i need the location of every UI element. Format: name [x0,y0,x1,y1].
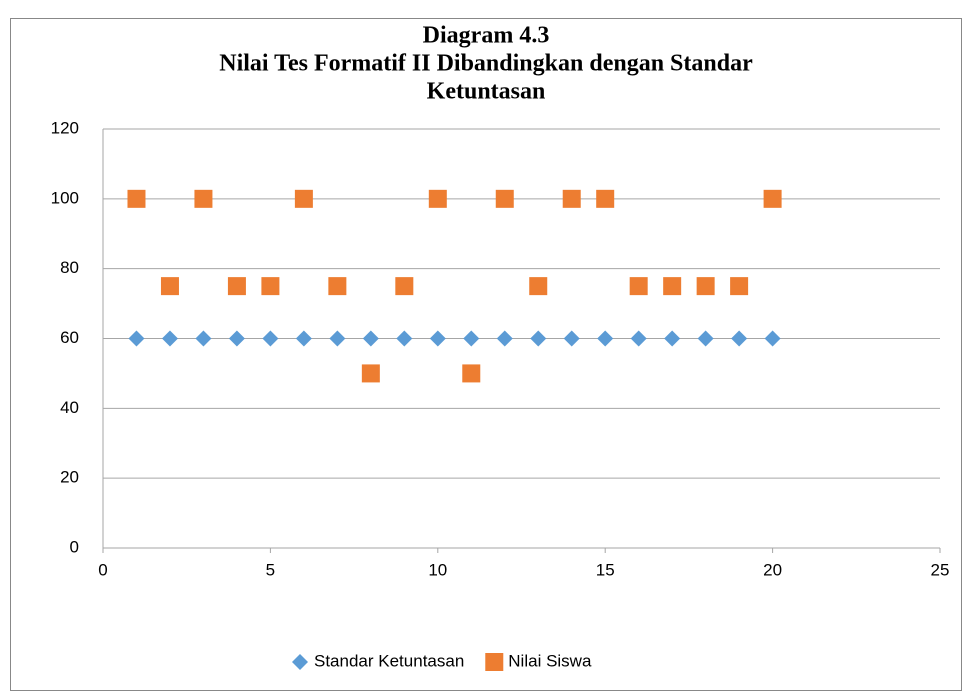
point [597,330,614,347]
point [463,330,480,347]
chart-border [10,18,962,691]
point [194,189,213,208]
point [664,330,681,347]
point [764,330,781,347]
point [495,189,514,208]
point [630,330,647,347]
point [329,330,346,347]
point [328,277,347,296]
legend-label: Nilai Siswa [508,651,592,670]
chart-title: Nilai Tes Formatif II Dibandingkan denga… [219,51,753,77]
point [361,364,380,383]
point [128,330,145,347]
point [496,330,513,347]
point [294,189,313,208]
point [596,189,615,208]
point [629,277,648,296]
point [696,277,715,296]
y-tick-label: 100 [51,188,79,207]
x-tick-label: 15 [596,560,615,579]
point [395,277,414,296]
x-tick-label: 0 [98,560,107,579]
y-tick-label: 20 [60,468,79,487]
legend-marker [485,653,504,671]
point [396,330,413,347]
point [530,330,547,347]
point [161,330,178,347]
point [428,189,447,208]
point [429,330,446,347]
chart-title: Diagram 4.3 [423,23,550,49]
y-tick-label: 60 [60,328,79,347]
point [262,330,279,347]
point [127,189,146,208]
legend-label: Standar Ketuntasan [314,651,464,670]
point [227,277,246,296]
point [195,330,212,347]
point [362,330,379,347]
point [261,277,280,296]
y-tick-label: 40 [60,398,79,417]
point [563,330,580,347]
point [160,277,179,296]
legend-marker [292,654,308,670]
point [228,330,245,347]
x-tick-label: 20 [763,560,782,579]
y-tick-label: 0 [70,537,79,556]
y-tick-label: 120 [51,118,79,137]
point [731,330,748,347]
point [562,189,581,208]
point [663,277,682,296]
point [295,330,312,347]
y-tick-label: 80 [60,258,79,277]
x-tick-label: 25 [931,560,950,579]
point [462,364,481,383]
point [697,330,714,347]
point [730,277,749,296]
point [529,277,548,296]
x-tick-label: 10 [428,560,447,579]
point [763,189,782,208]
chart-title: Ketuntasan [427,79,546,105]
x-tick-label: 5 [266,560,275,579]
